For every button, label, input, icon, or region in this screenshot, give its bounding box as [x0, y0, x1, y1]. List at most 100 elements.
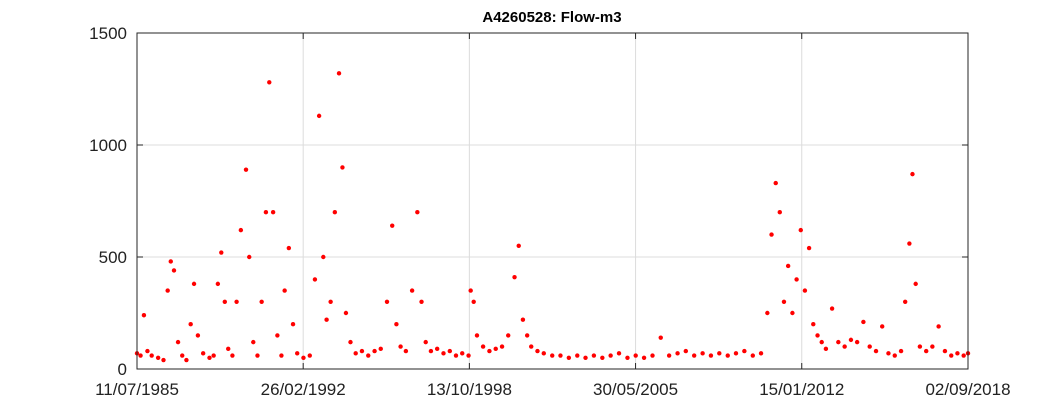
data-point: [616, 351, 622, 356]
data-point: [175, 339, 181, 345]
data-point: [372, 348, 377, 354]
axis-ticks: [136, 32, 969, 370]
data-point: [790, 310, 795, 316]
data-point: [949, 353, 954, 358]
data-point: [742, 348, 747, 354]
data-point: [829, 306, 835, 311]
data-point: [447, 348, 453, 354]
y-tick-label: 500: [99, 248, 127, 267]
data-point: [802, 288, 808, 293]
data-point: [566, 355, 572, 360]
data-point: [184, 357, 189, 363]
data-point: [750, 353, 755, 358]
data-point: [398, 344, 403, 349]
data-point: [188, 322, 193, 327]
data-point: [336, 71, 342, 76]
x-tick-label: 13/10/1998: [427, 380, 512, 399]
data-point: [520, 317, 526, 322]
data-point: [307, 353, 312, 358]
data-point: [541, 351, 546, 356]
data-point: [279, 353, 284, 358]
data-point: [230, 353, 235, 358]
data-point: [251, 339, 256, 345]
data-point: [823, 346, 829, 352]
data-point: [733, 351, 739, 356]
data-point: [409, 288, 415, 293]
data-point: [842, 344, 847, 349]
data-point: [270, 210, 276, 215]
data-point: [155, 355, 161, 360]
data-point: [471, 299, 476, 304]
data-point: [466, 353, 471, 358]
plot-frame: [136, 32, 969, 370]
x-tick-label: 26/02/1992: [261, 380, 346, 399]
y-tick-label: 0: [118, 360, 127, 379]
data-point: [316, 113, 322, 119]
data-point: [785, 263, 791, 269]
data-point: [886, 351, 891, 356]
data-point: [263, 210, 269, 215]
data-point: [924, 348, 929, 354]
data-point: [460, 351, 465, 356]
data-point: [247, 254, 252, 260]
data-point: [512, 274, 517, 280]
data-point: [873, 348, 879, 354]
data-point: [487, 348, 492, 354]
data-point: [141, 313, 147, 318]
data-point: [880, 324, 885, 329]
data-point: [219, 250, 224, 255]
data-point: [936, 324, 941, 329]
data-point: [195, 333, 201, 338]
data-point: [441, 351, 446, 356]
data-point: [149, 353, 154, 358]
data-point: [819, 339, 824, 345]
data-point: [961, 353, 966, 358]
data-point: [390, 223, 395, 228]
data-point: [765, 310, 770, 316]
data-points: [134, 71, 971, 363]
data-point: [516, 243, 521, 248]
data-point: [806, 245, 812, 251]
data-point: [286, 245, 292, 251]
data-point: [683, 348, 689, 354]
data-point: [942, 348, 948, 354]
data-point: [348, 339, 353, 345]
data-point: [332, 210, 338, 215]
data-point: [321, 254, 326, 260]
data-point: [641, 355, 647, 360]
data-point: [415, 210, 420, 215]
data-point: [591, 353, 597, 358]
x-tick-label: 11/07/1985: [95, 380, 179, 399]
data-point: [717, 351, 722, 356]
x-tick-label: 15/01/2012: [759, 380, 844, 399]
data-point: [608, 353, 613, 358]
data-point: [650, 353, 655, 358]
data-point: [798, 227, 803, 233]
data-point: [529, 344, 534, 349]
data-point: [378, 346, 383, 352]
data-point: [428, 348, 434, 354]
data-point: [848, 337, 854, 343]
data-point: [340, 165, 345, 170]
data-point: [267, 80, 272, 85]
data-point: [836, 339, 841, 345]
data-point: [550, 353, 555, 358]
grid: [137, 33, 968, 369]
data-point: [861, 319, 866, 325]
data-point: [725, 353, 730, 358]
data-point: [600, 355, 605, 360]
y-tick-label: 1000: [89, 136, 127, 155]
data-point: [419, 299, 424, 304]
data-point: [161, 357, 166, 363]
data-point: [423, 339, 428, 345]
data-point: [366, 353, 371, 358]
data-point: [434, 346, 440, 352]
data-point: [474, 333, 480, 338]
data-point: [575, 353, 580, 358]
data-point: [675, 351, 680, 356]
data-point: [394, 322, 399, 327]
data-point: [200, 351, 206, 356]
data-point: [535, 348, 540, 354]
data-point: [290, 322, 296, 327]
data-point: [691, 353, 697, 358]
